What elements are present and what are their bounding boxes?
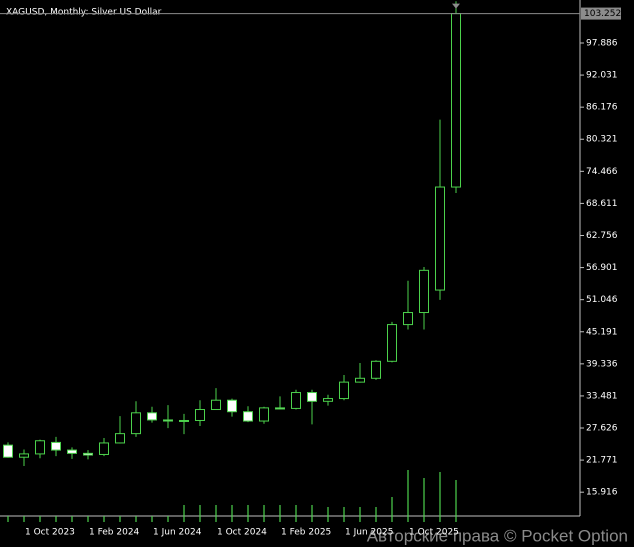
candle-body xyxy=(227,399,237,413)
candle-body xyxy=(339,381,349,400)
price-label: 103.252 xyxy=(584,9,621,19)
candle-body xyxy=(67,449,77,454)
candle-body xyxy=(99,442,109,455)
candle-body xyxy=(211,399,221,411)
candle-body xyxy=(355,377,365,383)
y-tick-label: 51.046 xyxy=(586,295,618,305)
candle-body xyxy=(275,407,285,410)
x-tick-label: 1 Jun 2024 xyxy=(153,528,202,538)
candle-body xyxy=(451,13,461,188)
y-tick-label: 39.336 xyxy=(586,359,618,369)
y-tick-label: 56.901 xyxy=(586,263,618,273)
y-tick-label: 68.611 xyxy=(586,199,618,209)
candle-body xyxy=(115,433,125,444)
y-tick-label: 80.321 xyxy=(586,135,618,145)
x-tick-label: 1 Oct 2024 xyxy=(217,528,267,538)
chart-title: XAGUSD, Monthly: Silver US Dollar xyxy=(6,8,162,18)
x-tick-label: 1 Oct 2025 xyxy=(409,528,459,538)
watermark: Авторские права © Pocket Option xyxy=(367,526,628,545)
candle-body xyxy=(35,440,45,455)
y-tick-label: 86.176 xyxy=(586,103,618,113)
candle-body xyxy=(259,407,269,422)
y-tick-label: 74.466 xyxy=(586,167,618,177)
candle-body xyxy=(387,324,397,362)
candle-body xyxy=(147,412,157,421)
candle-body xyxy=(179,419,189,422)
x-tick-label: 1 Feb 2024 xyxy=(89,528,140,538)
y-tick-label: 97.886 xyxy=(586,38,618,48)
candle-body xyxy=(419,269,429,314)
candle-body xyxy=(195,409,205,421)
candle-body xyxy=(307,392,317,402)
candle-body xyxy=(19,453,29,458)
x-tick-label: 1 Feb 2025 xyxy=(281,528,331,538)
candle-body xyxy=(435,186,445,291)
x-tick-label: 1 Oct 2023 xyxy=(25,528,75,538)
candle-body xyxy=(163,419,173,422)
y-tick-label: 62.756 xyxy=(586,231,618,241)
candle-body xyxy=(243,411,253,422)
y-tick-label: 92.031 xyxy=(586,71,618,81)
candle-body xyxy=(131,412,141,435)
candle-body xyxy=(371,360,381,379)
y-tick-label: 27.626 xyxy=(586,424,618,434)
y-tick-label: 45.191 xyxy=(586,327,618,337)
y-tick-label: 15.916 xyxy=(586,488,618,498)
candle-body xyxy=(291,392,301,409)
price-label-box xyxy=(581,7,621,20)
candle-body xyxy=(83,452,93,456)
x-tick-label: 1 Jun 2025 xyxy=(345,528,393,538)
candle-body xyxy=(51,441,61,451)
y-tick-label: 33.481 xyxy=(586,391,618,401)
price-marker xyxy=(452,3,460,9)
y-tick-label: 21.771 xyxy=(586,456,618,466)
candle-body xyxy=(323,398,333,402)
candle-body xyxy=(3,444,13,458)
candle-body xyxy=(403,312,413,326)
